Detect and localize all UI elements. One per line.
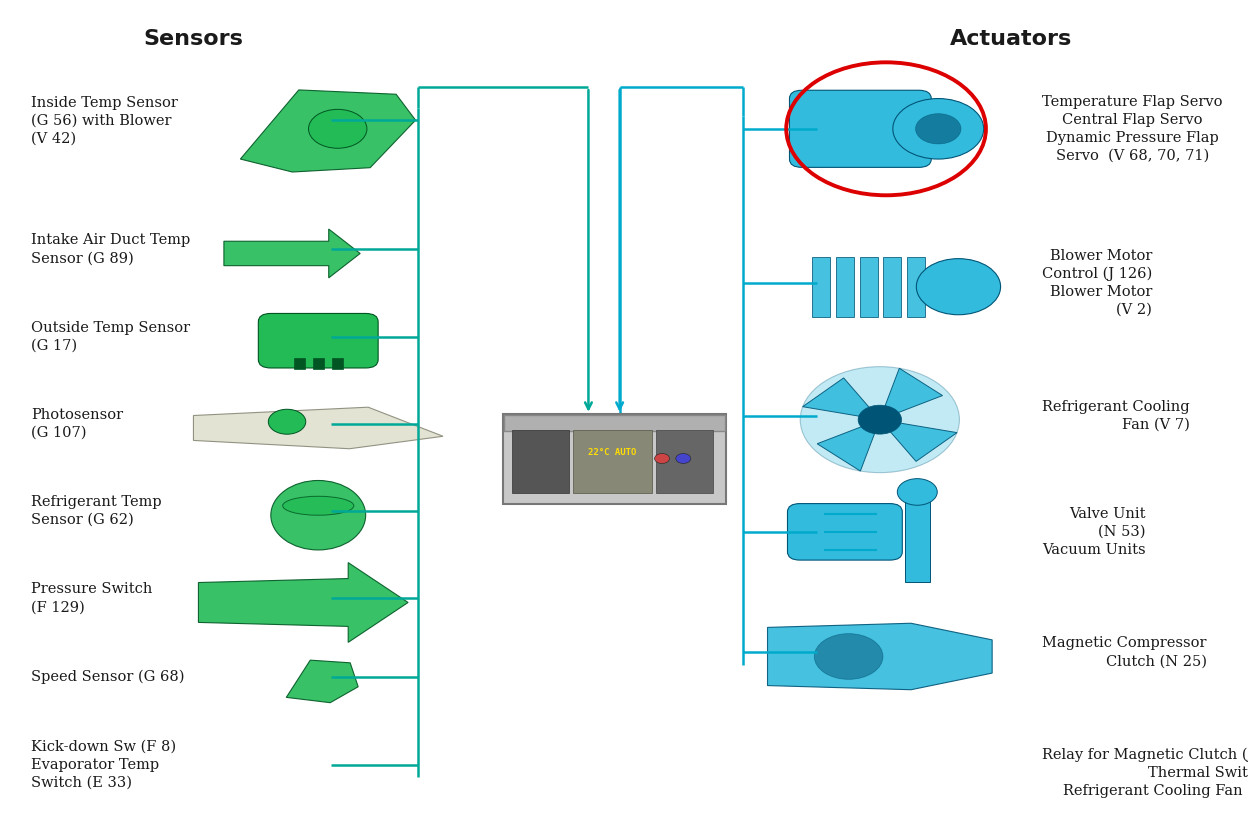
Circle shape: [675, 454, 691, 464]
FancyBboxPatch shape: [787, 504, 902, 560]
Bar: [656, 430, 714, 493]
Bar: [907, 257, 925, 317]
Circle shape: [897, 479, 937, 505]
Text: Refrigerant Cooling
Fan (V 7): Refrigerant Cooling Fan (V 7): [1042, 400, 1189, 431]
Text: Temperature Flap Servo
Central Flap Servo
Dynamic Pressure Flap
Servo  (V 68, 70: Temperature Flap Servo Central Flap Serv…: [1042, 95, 1223, 163]
Circle shape: [268, 410, 306, 434]
Text: Actuators: Actuators: [950, 29, 1072, 49]
Polygon shape: [880, 420, 957, 461]
Text: Sensors: Sensors: [144, 29, 243, 49]
Bar: [884, 257, 901, 317]
Bar: [574, 430, 651, 493]
FancyBboxPatch shape: [503, 414, 726, 504]
Circle shape: [859, 406, 901, 434]
Text: Intake Air Duct Temp
Sensor (G 89): Intake Air Duct Temp Sensor (G 89): [31, 234, 191, 265]
FancyBboxPatch shape: [258, 313, 378, 368]
Text: Kick-down Sw (F 8)
Evaporator Temp
Switch (E 33): Kick-down Sw (F 8) Evaporator Temp Switc…: [31, 740, 176, 789]
Bar: [293, 358, 306, 369]
Polygon shape: [193, 407, 443, 449]
FancyBboxPatch shape: [504, 415, 725, 431]
Bar: [332, 358, 343, 369]
Polygon shape: [223, 229, 361, 278]
Polygon shape: [198, 563, 408, 642]
Ellipse shape: [271, 480, 366, 550]
Polygon shape: [768, 623, 992, 690]
Bar: [512, 430, 569, 493]
Polygon shape: [817, 420, 880, 471]
Text: Photosensor
(G 107): Photosensor (G 107): [31, 408, 124, 440]
FancyBboxPatch shape: [790, 91, 931, 167]
Text: Pressure Switch
(F 129): Pressure Switch (F 129): [31, 583, 152, 614]
Circle shape: [308, 110, 367, 148]
Bar: [312, 358, 324, 369]
Text: Speed Sensor (G 68): Speed Sensor (G 68): [31, 670, 185, 685]
Circle shape: [800, 366, 960, 473]
Bar: [905, 489, 930, 582]
Ellipse shape: [282, 496, 354, 515]
Circle shape: [892, 99, 983, 159]
Circle shape: [654, 454, 669, 464]
Circle shape: [916, 114, 961, 144]
Text: Blower Motor
Control (J 126)
Blower Motor
(V 2): Blower Motor Control (J 126) Blower Moto…: [1042, 248, 1152, 317]
Bar: [836, 257, 854, 317]
Polygon shape: [286, 660, 358, 703]
Bar: [812, 257, 830, 317]
Polygon shape: [880, 368, 942, 420]
Text: Valve Unit
(N 53)
Vacuum Units: Valve Unit (N 53) Vacuum Units: [1042, 507, 1146, 557]
Text: Magnetic Compressor
Clutch (N 25): Magnetic Compressor Clutch (N 25): [1042, 637, 1207, 668]
Circle shape: [916, 258, 1001, 315]
Text: Inside Temp Sensor
(G 56) with Blower
(V 42): Inside Temp Sensor (G 56) with Blower (V…: [31, 96, 178, 145]
Text: 22°C AUTO: 22°C AUTO: [588, 448, 636, 457]
Text: Refrigerant Temp
Sensor (G 62): Refrigerant Temp Sensor (G 62): [31, 495, 162, 527]
Circle shape: [814, 633, 882, 680]
Text: Outside Temp Sensor
(G 17): Outside Temp Sensor (G 17): [31, 321, 191, 352]
Bar: [860, 257, 877, 317]
Polygon shape: [241, 90, 416, 172]
Polygon shape: [802, 378, 880, 420]
Text: Relay for Magnetic Clutch (J 253)
Thermal Switch for
Refrigerant Cooling Fan (F : Relay for Magnetic Clutch (J 253) Therma…: [1042, 748, 1248, 798]
